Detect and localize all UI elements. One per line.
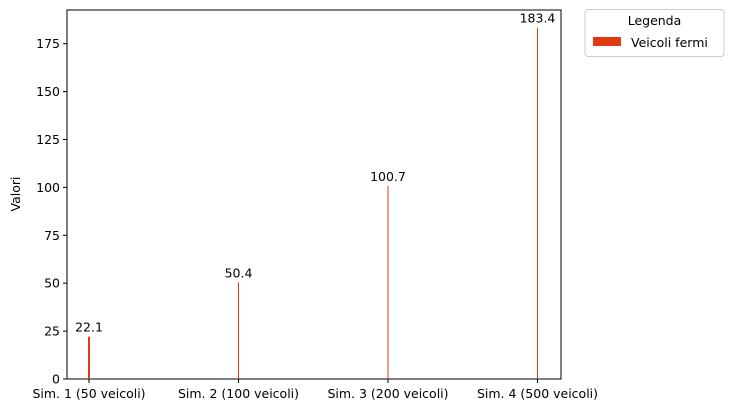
y-tick-label: 150	[36, 84, 60, 99]
y-tick-label: 50	[44, 276, 60, 291]
bar	[387, 186, 389, 379]
legend-entry-label: Veicoli fermi	[631, 35, 708, 50]
legend: Legenda Veicoli fermi	[584, 9, 725, 57]
x-tick-label: Sim. 2 (100 veicoli)	[178, 386, 299, 401]
y-tick-label: 25	[44, 324, 60, 339]
y-tick-label: 0	[52, 372, 60, 387]
y-tick-label: 125	[36, 132, 60, 147]
x-tick-label: Sim. 3 (200 veicoli)	[327, 386, 448, 401]
axes-frame	[66, 9, 562, 380]
x-tick-label: Sim. 4 (500 veicoli)	[477, 386, 598, 401]
bar	[88, 336, 90, 379]
x-axis: Sim. 1 (50 veicoli) Sim. 2 (100 veicoli) S…	[32, 379, 598, 401]
bar-value-label: 183.4	[520, 11, 556, 26]
y-tick-label: 100	[36, 180, 60, 195]
bar-value-label: 22.1	[75, 320, 103, 335]
legend-title: Legenda	[628, 13, 682, 28]
bar-value-label: 50.4	[225, 265, 253, 280]
bar	[537, 27, 538, 380]
x-tick-label: Sim. 1 (50 veicoli)	[32, 386, 145, 401]
legend-swatch	[593, 37, 621, 46]
y-tick-label: 175	[36, 36, 60, 51]
bars	[88, 27, 538, 380]
y-axis-label: Valori	[8, 177, 23, 212]
y-tick-label: 75	[44, 228, 60, 243]
y-axis: 0 25 50 75 100 125 150 175	[36, 36, 67, 387]
data-labels: 22.1 50.4 100.7 183.4	[75, 11, 555, 335]
plot-area	[66, 9, 562, 380]
bar	[238, 282, 239, 379]
bar-value-label: 100.7	[370, 169, 406, 184]
